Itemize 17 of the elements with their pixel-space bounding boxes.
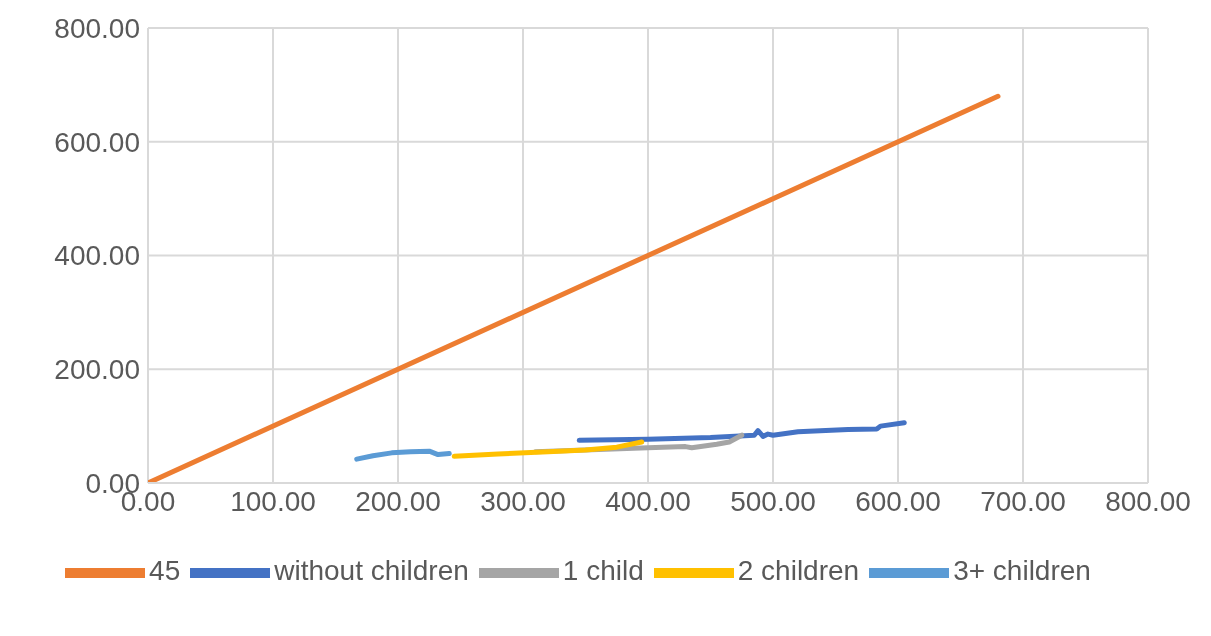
legend-label: 1 child <box>562 555 644 587</box>
x-tick-label: 300.00 <box>480 485 566 517</box>
y-tick-label: 400.00 <box>54 240 140 272</box>
legend-label: without children <box>274 555 469 587</box>
x-tick-label: 400.00 <box>605 485 691 517</box>
x-tick-label: 100.00 <box>230 485 316 517</box>
x-tick-label: 600.00 <box>855 485 941 517</box>
x-tick-label: 500.00 <box>730 485 816 517</box>
y-tick-label: 200.00 <box>54 354 140 386</box>
legend-label: 45 <box>149 555 181 587</box>
legend-label: 3+ children <box>953 555 1091 587</box>
y-tick-label: 800.00 <box>54 12 140 44</box>
x-tick-label: 700.00 <box>980 485 1066 517</box>
x-tick-label: 200.00 <box>355 485 441 517</box>
legend-label: 2 children <box>737 555 860 587</box>
x-tick-label: 800.00 <box>1105 485 1191 517</box>
y-tick-label: 600.00 <box>54 126 140 158</box>
